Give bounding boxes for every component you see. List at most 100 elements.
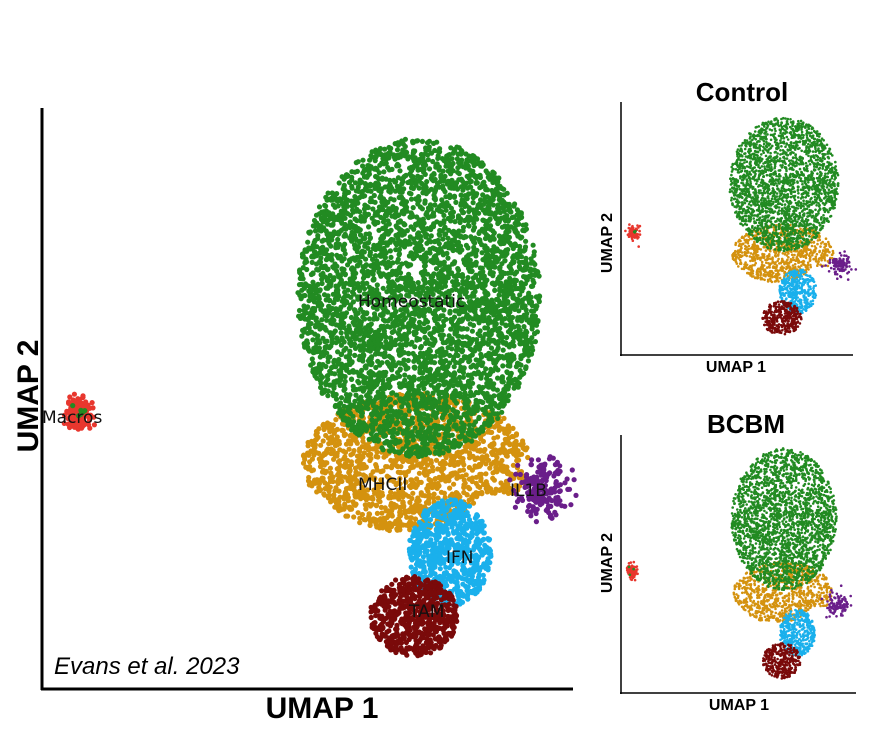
point-homeostatic [416, 319, 423, 325]
point-homeostatic [306, 229, 312, 235]
point-mhcii [344, 457, 351, 464]
point-mhcii [339, 427, 345, 433]
point-homeostatic [367, 348, 373, 354]
point-homeostatic [442, 351, 448, 357]
point-mhcii [327, 484, 333, 490]
point-mhcii [436, 474, 442, 480]
point-homeostatic [350, 224, 356, 230]
point-mhcii [373, 520, 379, 526]
point-homeostatic [451, 194, 457, 200]
point-homeostatic [475, 331, 481, 337]
point-homeostatic [369, 263, 375, 269]
point-mhcii [415, 495, 421, 501]
point-mhcii [384, 515, 390, 521]
point-homeostatic [371, 316, 377, 322]
point-mhcii [309, 468, 315, 474]
point-homeostatic [415, 280, 421, 286]
point-homeostatic [379, 445, 385, 451]
point-homeostatic [470, 227, 476, 233]
point-homeostatic [349, 198, 355, 204]
point-homeostatic [418, 428, 424, 434]
point-homeostatic [455, 215, 461, 221]
point-homeostatic [372, 199, 378, 205]
point-mhcii [461, 484, 467, 491]
point-homeostatic [355, 159, 361, 165]
point-homeostatic [341, 182, 347, 188]
point-homeostatic [400, 179, 406, 185]
point-homeostatic [443, 163, 449, 169]
point-homeostatic [416, 185, 422, 191]
point-mhcii [470, 453, 476, 459]
point-homeostatic [456, 434, 463, 440]
point-mhcii [449, 453, 455, 459]
point-homeostatic [445, 423, 451, 429]
point-mhcii [411, 509, 417, 515]
point-homeostatic [464, 326, 470, 332]
point-homeostatic [424, 140, 431, 146]
point-homeostatic [473, 259, 479, 265]
point-homeostatic [391, 426, 397, 432]
point-mhcii [473, 474, 479, 480]
point-homeostatic [316, 299, 322, 305]
point-mhcii [366, 511, 373, 517]
point-homeostatic [481, 313, 487, 319]
point-homeostatic [342, 241, 348, 247]
point-homeostatic [419, 206, 425, 212]
point-mhcii [365, 452, 372, 458]
point-homeostatic [443, 339, 449, 346]
point-homeostatic [411, 149, 417, 155]
point-homeostatic [445, 168, 451, 174]
point-homeostatic [316, 204, 323, 210]
point-mhcii [388, 457, 394, 463]
point-mhcii [335, 459, 341, 465]
point-homeostatic [495, 315, 501, 321]
point-mhcii [333, 417, 339, 423]
point-mhcii [504, 430, 510, 437]
point-homeostatic [432, 325, 438, 332]
point-mhcii [328, 440, 334, 446]
point-homeostatic [412, 353, 418, 359]
point-homeostatic [528, 283, 535, 289]
point-homeostatic [376, 265, 382, 271]
point-homeostatic [333, 241, 339, 247]
point-mhcii [409, 495, 415, 502]
point-mhcii [336, 438, 342, 444]
point-homeostatic [455, 267, 462, 273]
point-mhcii [347, 473, 353, 479]
point-homeostatic [360, 314, 366, 320]
point-homeostatic [339, 266, 345, 272]
point-homeostatic [314, 336, 320, 342]
point-homeostatic [467, 426, 473, 432]
point-homeostatic [356, 380, 362, 386]
point-homeostatic [381, 245, 387, 251]
point-homeostatic [380, 219, 387, 225]
point-homeostatic [536, 273, 542, 279]
point-mhcii [350, 436, 356, 442]
point-mhcii [384, 464, 390, 470]
point-homeostatic [496, 393, 502, 399]
point-homeostatic [478, 163, 484, 169]
point-homeostatic [354, 369, 360, 375]
point-mhcii [302, 456, 308, 463]
point-homeostatic [487, 226, 493, 232]
point-mhcii [459, 473, 465, 479]
point-homeostatic [494, 387, 500, 393]
point-homeostatic [312, 331, 318, 337]
point-homeostatic [353, 392, 359, 398]
point-homeostatic [394, 430, 400, 436]
point-homeostatic [511, 259, 517, 265]
point-homeostatic [303, 305, 310, 311]
point-mhcii [475, 483, 481, 489]
point-homeostatic [341, 211, 347, 217]
point-homeostatic [448, 326, 454, 332]
point-homeostatic [427, 426, 433, 432]
point-mhcii [373, 453, 379, 460]
point-homeostatic [371, 154, 377, 160]
point-homeostatic [312, 306, 318, 312]
point-homeostatic [470, 290, 476, 296]
point-homeostatic [299, 287, 305, 293]
point-mhcii [451, 481, 457, 487]
point-mhcii [412, 502, 419, 508]
point-homeostatic [441, 382, 447, 388]
